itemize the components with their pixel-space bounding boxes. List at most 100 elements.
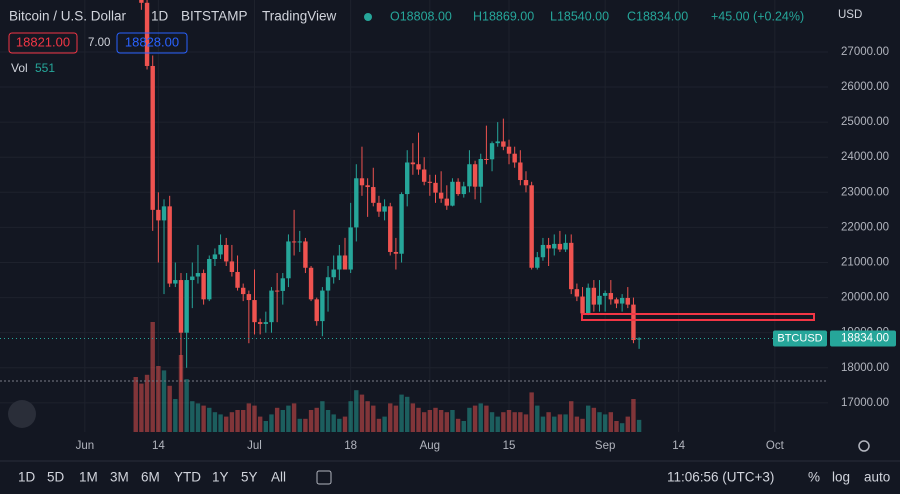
candle-body — [540, 244, 546, 258]
currency[interactable]: USD — [838, 9, 862, 21]
candle-body — [371, 187, 376, 203]
vol-label: Vol — [11, 61, 28, 75]
candle-body — [252, 300, 257, 323]
candle-body — [286, 241, 291, 279]
symbol-badge — [773, 330, 827, 347]
volume-bar — [139, 383, 144, 432]
y-tick-label: 25000.00 — [841, 116, 889, 128]
exchange: BITSTAMP — [181, 9, 248, 24]
y-tick-label: 21000.00 — [841, 257, 889, 269]
candle-body — [608, 293, 614, 300]
volume-bar — [150, 322, 155, 432]
candle-body — [297, 241, 302, 243]
volume-bar — [472, 405, 478, 432]
candle-body — [207, 258, 212, 300]
candle-body — [280, 278, 285, 291]
settings[interactable] — [858, 440, 870, 452]
ask-box[interactable] — [116, 32, 188, 54]
volume-bar — [569, 401, 574, 432]
range-button[interactable]: 6M — [141, 470, 160, 485]
candle-body — [467, 164, 472, 187]
candle-body — [518, 162, 523, 181]
candle-body — [195, 273, 201, 277]
volume-bar — [535, 405, 540, 432]
candle-body — [342, 255, 348, 270]
range-button[interactable]: 5D — [47, 470, 65, 485]
candle-body — [359, 178, 365, 186]
volume-bar — [393, 405, 399, 432]
candle-body — [478, 158, 483, 187]
volume-bar — [308, 410, 314, 432]
volume-bar — [489, 412, 495, 432]
drawn-rectangle[interactable] — [581, 313, 815, 321]
volume-bar — [173, 399, 178, 432]
candle-body — [150, 65, 155, 210]
y-tick-label: 20000.00 — [841, 292, 889, 304]
x-tick-label: Jun — [76, 440, 95, 452]
candle-body — [506, 146, 512, 154]
scale-button[interactable]: auto — [864, 470, 890, 485]
volume-bar — [224, 416, 229, 432]
candle-body — [546, 244, 551, 249]
volume-bar — [257, 416, 263, 432]
candle-body — [631, 304, 636, 341]
candle-body — [597, 295, 602, 305]
candle-body — [472, 164, 478, 187]
x-tick-label: 14 — [152, 440, 165, 452]
bid-box[interactable] — [8, 32, 78, 54]
candle-body — [240, 287, 246, 295]
range-button[interactable]: 1M — [79, 470, 98, 485]
candle-body — [235, 271, 240, 288]
bid: 18821.00 — [16, 34, 70, 49]
volume-bar — [144, 374, 150, 432]
candle-body — [269, 290, 274, 323]
candle-body — [585, 287, 591, 314]
volume-bar — [161, 370, 167, 432]
candle-body — [625, 297, 630, 305]
range-button[interactable]: 3M — [110, 470, 129, 485]
candle-body — [427, 181, 433, 183]
symbol-title[interactable]: Bitcoin / U.S. Dollar — [9, 9, 127, 24]
scale-button[interactable]: log — [832, 470, 850, 485]
candle-body — [274, 290, 280, 292]
volume-bar — [614, 421, 619, 432]
price-badge — [830, 330, 896, 347]
volume-bar — [399, 394, 404, 432]
volume-bar — [376, 418, 382, 432]
candle-body — [337, 255, 342, 270]
volume-bar — [427, 410, 433, 432]
candle-body — [535, 257, 540, 268]
x-tick-label: 15 — [503, 440, 516, 452]
candle-body — [619, 297, 625, 304]
date-range-icon[interactable] — [316, 470, 332, 485]
candle-body — [416, 164, 421, 170]
volume-bar — [354, 390, 359, 432]
ohlc-value: C18834.00 — [627, 9, 688, 23]
price-badge-text: 18834.00 — [841, 333, 889, 345]
candle-body — [501, 141, 506, 147]
candle-body — [257, 322, 263, 324]
scale-button[interactable]: % — [808, 470, 820, 485]
range-button[interactable]: YTD — [174, 470, 201, 485]
candle-body — [144, 2, 150, 66]
range-button[interactable]: 1Y — [212, 470, 229, 485]
volume-bar — [246, 403, 252, 432]
volume-bar — [608, 412, 614, 432]
candle-body — [314, 299, 319, 322]
range-button[interactable]: All — [271, 470, 286, 485]
volume-bar — [444, 412, 450, 432]
volume-bar — [495, 416, 500, 432]
candle-body — [190, 276, 195, 281]
volume-bar — [523, 414, 529, 432]
volume-bar — [636, 419, 642, 432]
range-button[interactable]: 5Y — [241, 470, 258, 485]
range-button[interactable]: 1D — [18, 470, 36, 485]
candle-body — [376, 202, 382, 212]
clock: 11:06:56 (UTC+3) — [667, 470, 774, 485]
x-tick-label: Sep — [595, 440, 615, 452]
volume-bar — [167, 385, 172, 432]
volume-bar — [546, 412, 551, 432]
volume-bar — [529, 392, 534, 432]
candle-body — [348, 227, 353, 270]
